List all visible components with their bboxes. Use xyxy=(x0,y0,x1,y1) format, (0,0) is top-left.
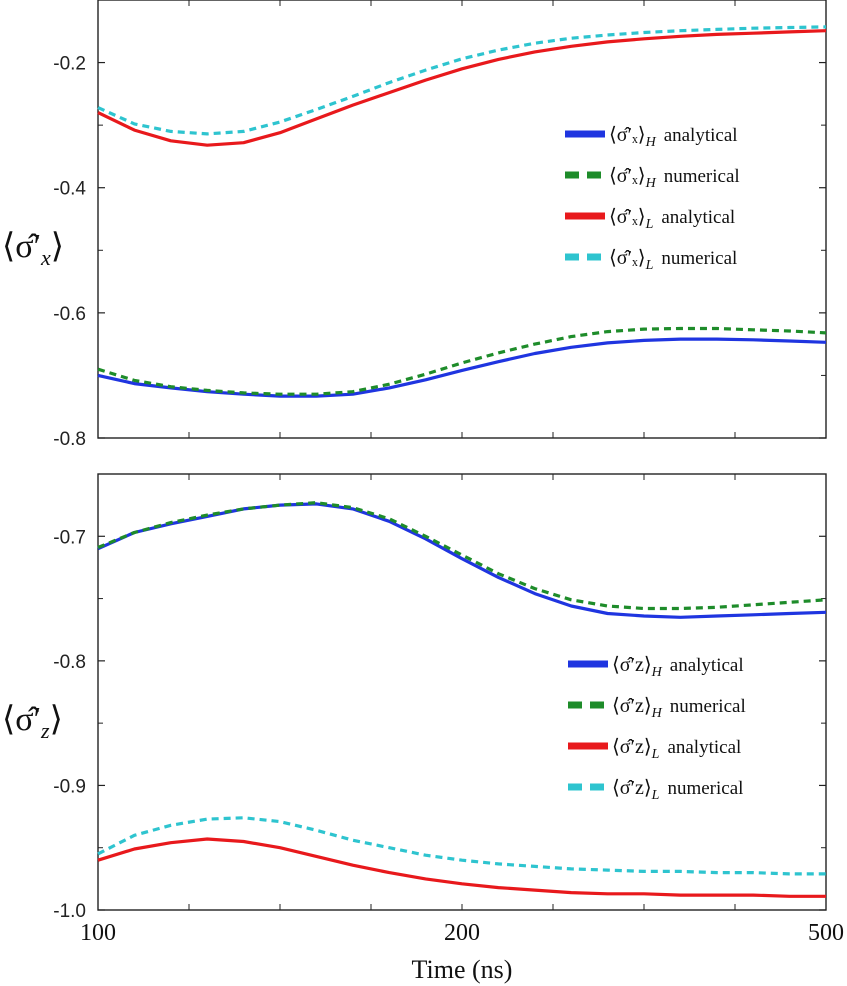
x-tick-label: 100 xyxy=(80,920,116,946)
sigma-x-panel: -0.2-0.4-0.6-0.8⟨σ̂′x⟩⟨σ̂′ₓ⟩H analytical⟨… xyxy=(2,0,827,450)
x-tick-label: 200 xyxy=(444,920,480,946)
x-axis-label: Time (ns) xyxy=(412,955,513,984)
y-axis-label: ⟨σ̂′x⟩ xyxy=(2,228,64,270)
legend-label: ⟨σ̂′z⟩H analytical xyxy=(612,654,744,680)
legend-label: ⟨σ̂′z⟩L analytical xyxy=(612,736,741,762)
legend-label: ⟨σ̂′ₓ⟩H numerical xyxy=(609,165,740,191)
series-line-l-numerical xyxy=(97,816,826,876)
y-axis-label: ⟨σ̂′z⟩ xyxy=(2,701,63,743)
legend: ⟨σ̂′z⟩H analytical ⟨σ̂′z⟩H numerical ⟨σ̂′z⟩L… xyxy=(568,654,746,803)
legend-label: ⟨σ̂′z⟩H numerical xyxy=(612,695,746,721)
y-tick-label: -0.4 xyxy=(53,179,86,200)
y-tick-label: -0.8 xyxy=(53,652,86,673)
legend-label: ⟨σ̂′ₓ⟩H analytical xyxy=(609,124,738,150)
series-line-l-analytical xyxy=(97,29,827,147)
series-line-l-analytical xyxy=(97,837,826,898)
y-tick-label: -0.8 xyxy=(53,429,86,450)
legend-label: ⟨σ̂′ₓ⟩L analytical xyxy=(609,206,735,232)
series-line-h-numerical xyxy=(97,326,827,396)
y-tick-label: -0.7 xyxy=(53,527,86,548)
series-line-h-numerical xyxy=(97,501,827,611)
series-line-h-analytical xyxy=(97,502,827,619)
y-tick-label: -0.9 xyxy=(53,776,86,797)
y-tick-label: -1.0 xyxy=(53,901,86,922)
series-line-l-numerical xyxy=(97,25,827,136)
legend-label: ⟨σ̂′z⟩L numerical xyxy=(612,777,743,803)
plot-frame xyxy=(97,473,827,911)
legend: ⟨σ̂′ₓ⟩H analytical ⟨σ̂′ₓ⟩H numerical ⟨σ̂′ₓ⟩L… xyxy=(565,124,740,273)
x-tick-label: 500 xyxy=(808,920,844,946)
legend-label: ⟨σ̂′ₓ⟩L numerical xyxy=(609,247,737,273)
y-tick-label: -0.2 xyxy=(53,54,86,75)
series-line-h-analytical xyxy=(97,337,827,398)
y-tick-label: -0.6 xyxy=(53,304,86,325)
